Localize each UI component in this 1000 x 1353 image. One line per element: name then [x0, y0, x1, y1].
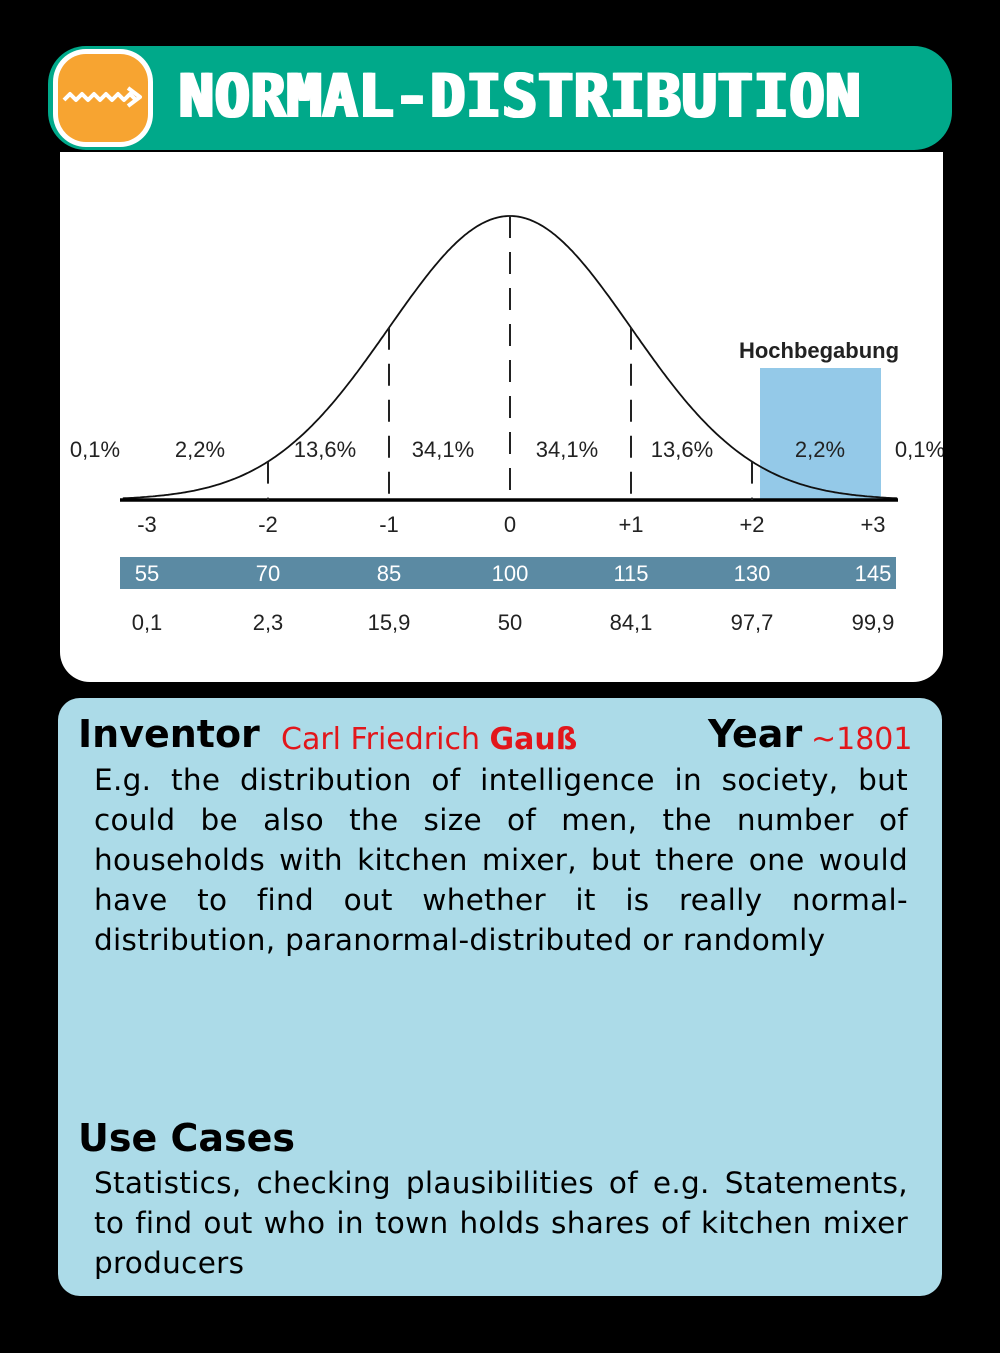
sigma-tick-label: -1 [379, 512, 399, 537]
description-text: E.g. the distribution of intelligence in… [94, 763, 908, 957]
title-bar [48, 46, 952, 150]
region-percentage-label: 13,6% [651, 437, 713, 462]
sigma-tick-label: -3 [137, 512, 157, 537]
percentile-label: 2,3 [253, 610, 284, 635]
percentile-label: 97,7 [731, 610, 774, 635]
region-percentage-label: 34,1% [536, 437, 598, 462]
iq-value-label: 55 [135, 561, 159, 586]
percentile-label: 84,1 [610, 610, 653, 635]
year-label: Year [708, 712, 803, 756]
iq-value-label: 100 [492, 561, 529, 586]
page-title: NORMAL-DISTRIBUTION [178, 60, 861, 132]
sigma-tick-label: +1 [618, 512, 643, 537]
percentile-label: 99,9 [852, 610, 895, 635]
sigma-tick-label: 0 [504, 512, 516, 537]
highlight-region [760, 368, 881, 500]
region-percentage-label: 0,1% [70, 437, 120, 462]
sigma-tick-label: -2 [258, 512, 278, 537]
region-percentage-label: 0,1% [895, 437, 943, 462]
percentile-label: 0,1 [132, 610, 163, 635]
info-panel [58, 698, 942, 1296]
percentile-label: 50 [498, 610, 522, 635]
iq-value-label: 145 [855, 561, 892, 586]
logo-badge [58, 54, 148, 142]
year-value: ~1801 [811, 722, 913, 757]
region-percentage-label: 34,1% [412, 437, 474, 462]
region-percentage-label: 2,2% [795, 437, 845, 462]
inventor-row: Inventor Carl Friedrich Gauß Year ~1801 [78, 712, 938, 762]
normal-distribution-chart: Hochbegabung 0,1% 2,2% 13,6% 34,1% 34,1% 13,6%… [70, 215, 943, 635]
inventor-last-name: Gauß [489, 722, 578, 757]
iq-value-label: 115 [613, 561, 648, 586]
iq-value-label: 130 [734, 561, 771, 586]
wave-arrow-icon [62, 86, 142, 108]
inventor-label: Inventor [78, 712, 260, 756]
chart-panel: Hochbegabung 0,1% 2,2% 13,6% 34,1% 34,1% 13,6%… [60, 152, 943, 682]
iq-value-label: 70 [256, 561, 280, 586]
iq-value-label: 85 [377, 561, 401, 586]
region-percentage-label: 13,6% [294, 437, 356, 462]
highlight-label: Hochbegabung [739, 338, 899, 363]
inventor-name: Carl Friedrich Gauß [281, 722, 577, 757]
iq-band [120, 557, 896, 589]
region-percentage-label: 2,2% [175, 437, 225, 462]
sigma-tick-label: +2 [739, 512, 764, 537]
inventor-first-name: Carl Friedrich [281, 722, 490, 757]
percentile-label: 15,9 [368, 610, 411, 635]
sigma-tick-label: +3 [860, 512, 885, 537]
use-cases-label: Use Cases [78, 1116, 296, 1160]
use-cases-text: Statistics, checking plausibilities of e… [94, 1166, 908, 1280]
